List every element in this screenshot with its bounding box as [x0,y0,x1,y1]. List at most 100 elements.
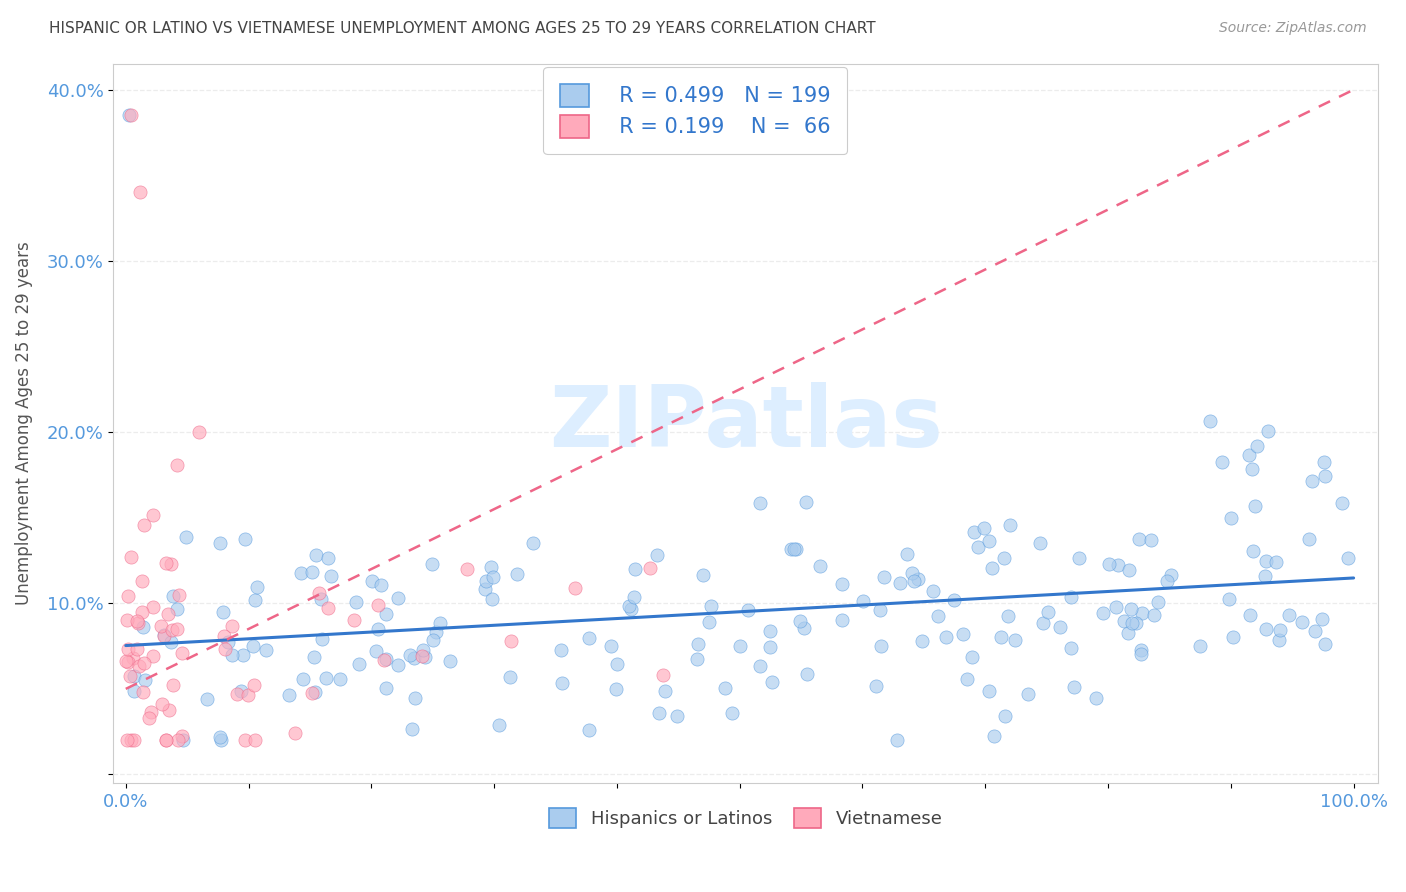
Point [229,683,252,698]
Point [120,550,142,565]
Point [153,628,176,642]
Point [132,620,155,634]
Point [721,706,744,720]
Point [1239,448,1261,462]
Point [413,650,436,665]
Point [737,603,759,617]
Point [1125,615,1147,630]
Point [246,580,269,594]
Point [131,605,153,619]
Point [411,649,433,664]
Point [174,530,197,544]
Point [1147,595,1170,609]
Point [122,733,145,747]
Point [1313,468,1336,483]
Point [796,666,818,681]
Point [1121,616,1143,631]
Point [309,591,332,606]
Point [343,614,366,628]
Point [302,650,325,665]
Point [221,618,243,632]
Point [623,591,645,605]
Point [927,609,949,624]
Point [375,652,398,666]
Point [714,681,737,695]
Point [688,637,710,651]
Point [301,566,323,580]
Point [870,640,893,654]
Point [1246,439,1268,453]
Point [873,570,896,584]
Point [1029,536,1052,550]
Point [134,656,156,670]
Point [973,521,995,535]
Point [966,541,988,555]
Point [1265,555,1288,569]
Point [367,623,389,637]
Point [374,607,396,621]
Point [422,633,444,648]
Point [172,733,194,747]
Point [155,556,177,570]
Point [922,583,945,598]
Point [983,729,1005,743]
Point [122,684,145,698]
Point [361,574,384,589]
Point [783,541,806,556]
Point [474,582,496,597]
Point [156,607,179,621]
Point [1004,632,1026,647]
Point [170,730,193,744]
Point [420,557,443,571]
Point [869,603,891,617]
Point [456,562,478,576]
Point [474,574,496,588]
Point [254,642,277,657]
Point [652,667,675,681]
Point [748,659,770,673]
Point [1222,630,1244,644]
Point [127,614,149,628]
Point [1268,623,1291,637]
Point [600,639,623,653]
Point [290,566,312,580]
Point [550,642,572,657]
Point [1140,533,1163,548]
Point [479,559,502,574]
Point [159,635,181,649]
Point [808,558,831,573]
Point [1218,591,1240,606]
Point [1129,642,1152,657]
Point [166,602,188,616]
Point [236,689,259,703]
Point [243,678,266,692]
Point [115,654,138,668]
Point [128,658,150,673]
Point [796,495,818,509]
Point [134,518,156,533]
Point [831,613,853,627]
Point [1063,680,1085,694]
Point [785,541,807,556]
Point [142,600,165,615]
Point [404,651,426,665]
Point [1049,619,1071,633]
Point [1303,624,1326,638]
Point [481,570,503,584]
Point [125,641,148,656]
Point [301,686,323,700]
Point [132,684,155,698]
Point [344,595,367,609]
Point [373,653,395,667]
Point [617,599,640,614]
Point [1241,544,1264,558]
Point [481,591,503,606]
Point [157,703,180,717]
Point [697,615,720,630]
Point [686,652,709,666]
Point [910,634,932,648]
Point [550,676,572,690]
Point [149,619,172,633]
Point [115,613,138,627]
Point [117,655,139,669]
